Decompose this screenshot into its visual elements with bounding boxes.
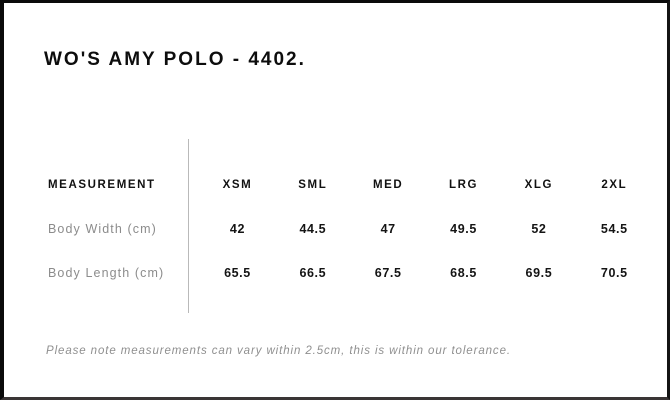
column-divider [188, 139, 189, 313]
table-header-row: MEASUREMENT XSM SML MED LRG XLG 2XL [44, 163, 652, 207]
cell-body-width-xsm: 42 [229, 222, 245, 236]
column-header-lrg: LRG [448, 179, 479, 191]
page-title: WO'S AMY POLO - 4402. [44, 49, 306, 70]
row-label-body-length: Body Length (cm) [48, 266, 165, 280]
cell-body-length-xsm: 65.5 [224, 266, 251, 280]
column-header-sml: SML [298, 179, 328, 191]
cell-body-length-sml: 66.5 [299, 266, 327, 280]
size-chart-table: MEASUREMENT XSM SML MED LRG XLG 2XL Body… [44, 163, 652, 295]
cell-body-length-med: 67.5 [374, 266, 402, 280]
row-label-body-width: Body Width (cm) [48, 222, 157, 236]
cell-body-width-2xl: 54.5 [600, 222, 628, 236]
cell-body-length-2xl: 70.5 [600, 266, 628, 280]
table-row: Body Length (cm) 65.5 66.5 67.5 68.5 69.… [44, 251, 652, 295]
column-header-xlg: XLG [524, 179, 554, 191]
table-row: Body Width (cm) 42 44.5 47 49.5 52 54.5 [44, 207, 652, 251]
column-header-med: MED [372, 179, 404, 191]
column-header-2xl: 2XL [601, 179, 628, 191]
cell-body-width-med: 47 [380, 222, 396, 236]
column-header-xsm: XSM [222, 179, 253, 191]
column-header-measurement: MEASUREMENT [48, 179, 156, 191]
cell-body-length-lrg: 68.5 [450, 266, 477, 280]
cell-body-length-xlg: 69.5 [525, 266, 553, 280]
cell-body-width-sml: 44.5 [299, 222, 327, 236]
cell-body-width-lrg: 49.5 [450, 222, 477, 236]
tolerance-note: Please note measurements can vary within… [46, 345, 511, 357]
cell-body-width-xlg: 52 [531, 222, 547, 236]
